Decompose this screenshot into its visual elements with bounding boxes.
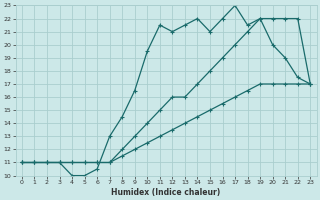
X-axis label: Humidex (Indice chaleur): Humidex (Indice chaleur) [111,188,221,197]
